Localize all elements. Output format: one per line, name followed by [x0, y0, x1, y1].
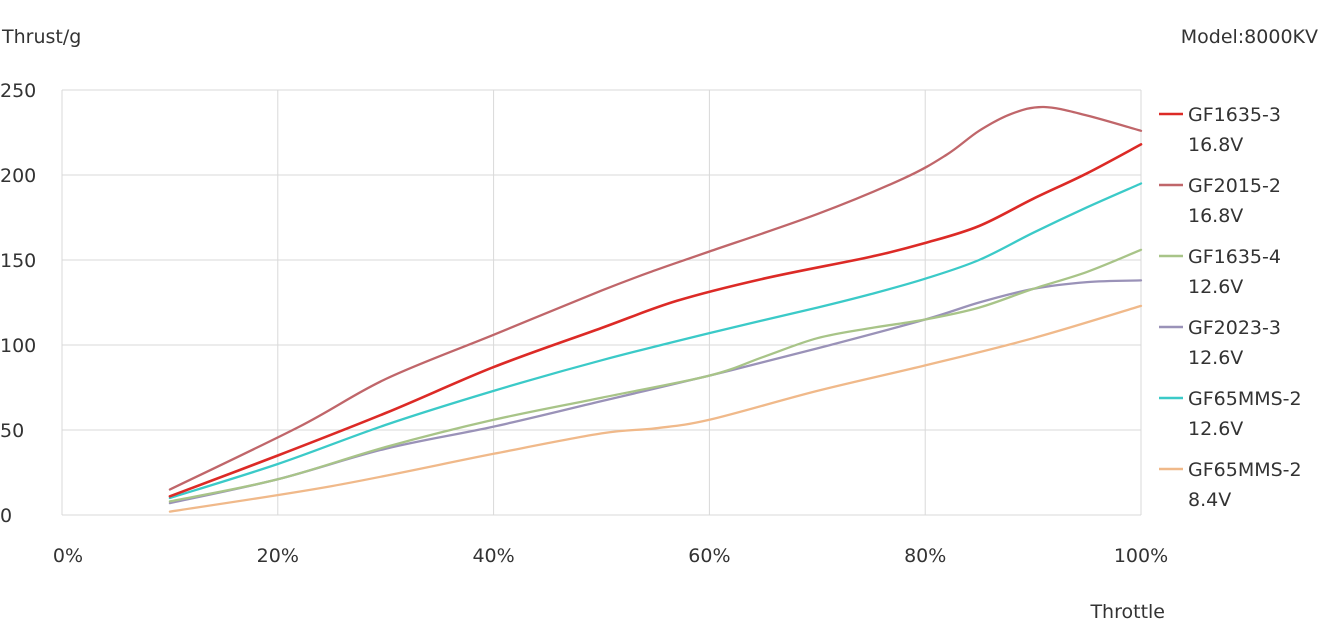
x-tick-labels: 0% 20% 40% 60% 80% 100% — [53, 545, 1168, 567]
legend-series-voltage: 12.6V — [1188, 418, 1243, 440]
legend-item: GF2023-3 12.6V — [1159, 317, 1281, 369]
legend-series-name: GF2023-3 — [1188, 317, 1281, 339]
x-tick-label: 100% — [1114, 545, 1168, 567]
y-tick-label: 50 — [0, 420, 24, 442]
x-axis-title: Throttle — [1089, 601, 1165, 623]
series-lines — [168, 105, 1143, 513]
legend-item: GF1635-4 12.6V — [1159, 246, 1281, 298]
legend-series-name: GF65MMS-2 — [1188, 388, 1302, 410]
series-line-0 — [168, 143, 1143, 498]
legend-series-voltage: 12.6V — [1188, 347, 1243, 369]
legend-item: GF2015-2 16.8V — [1159, 175, 1281, 227]
x-tick-label: 0% — [53, 545, 83, 567]
x-tick-label: 60% — [688, 545, 730, 567]
legend-series-voltage: 16.8V — [1188, 134, 1243, 156]
legend-item: GF65MMS-2 12.6V — [1159, 388, 1302, 440]
legend-item: GF1635-3 16.8V — [1159, 104, 1281, 156]
legend-series-name: GF2015-2 — [1188, 175, 1281, 197]
series-line-2 — [168, 248, 1143, 503]
series-line-1 — [168, 105, 1143, 491]
y-tick-label: 200 — [0, 165, 36, 187]
legend-series-voltage: 8.4V — [1188, 489, 1231, 511]
series-line-5 — [168, 304, 1143, 513]
legend-item: GF65MMS-2 8.4V — [1159, 459, 1302, 511]
legend-series-name: GF1635-3 — [1188, 104, 1281, 126]
y-tick-label: 250 — [0, 80, 36, 102]
y-tick-label: 100 — [0, 335, 36, 357]
y-tick-labels: 0 50 100 150 200 250 — [0, 80, 36, 527]
legend: GF1635-316.8VGF2015-216.8VGF1635-412.6VG… — [1159, 104, 1302, 511]
series-line-4 — [168, 182, 1143, 500]
legend-series-name: GF65MMS-2 — [1188, 459, 1302, 481]
legend-series-name: GF1635-4 — [1188, 246, 1281, 268]
x-tick-label: 80% — [904, 545, 946, 567]
x-tick-label: 20% — [257, 545, 299, 567]
model-label: Model:8000KV — [1181, 26, 1318, 48]
series-line-3 — [168, 279, 1143, 505]
grid-lines — [61, 89, 1142, 516]
legend-series-voltage: 12.6V — [1188, 276, 1243, 298]
y-axis-title: Thrust/g — [1, 26, 81, 48]
x-tick-label: 40% — [472, 545, 514, 567]
legend-series-voltage: 16.8V — [1188, 205, 1243, 227]
y-tick-label: 0 — [0, 505, 12, 527]
y-tick-label: 150 — [0, 250, 36, 272]
